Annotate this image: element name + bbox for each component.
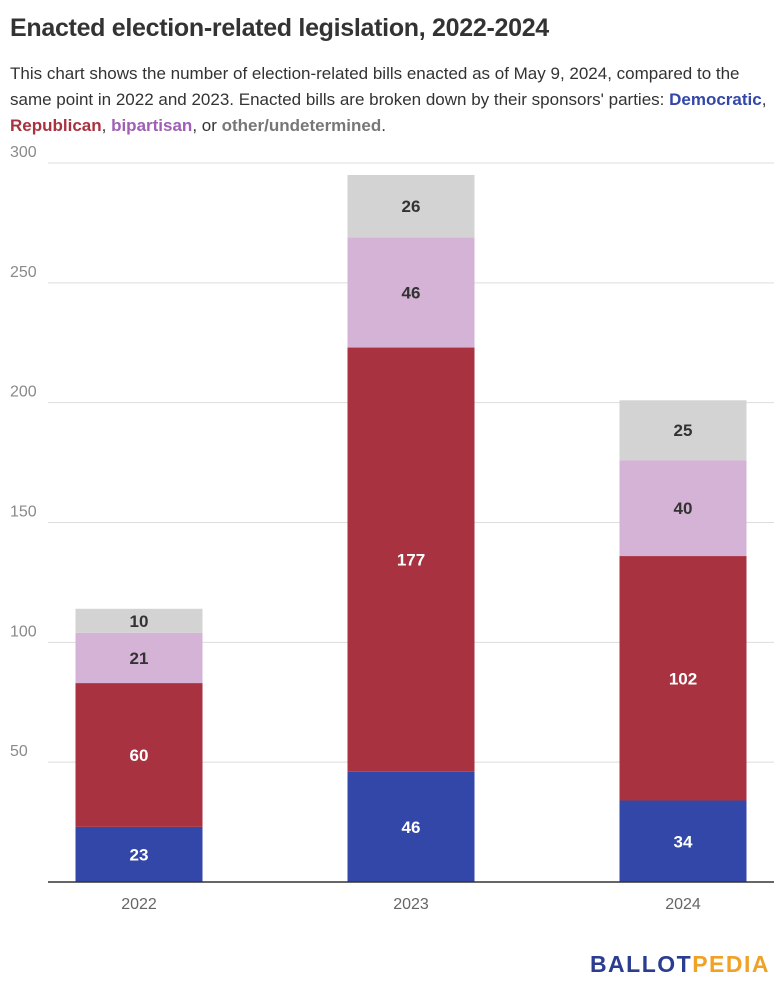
y-tick-label: 200	[10, 384, 37, 401]
subtitle-sep: , or	[192, 116, 222, 135]
data-label: 23	[130, 845, 149, 864]
data-label: 46	[402, 283, 421, 302]
x-tick-label: 2023	[393, 896, 429, 913]
subtitle-sep: ,	[101, 116, 112, 135]
x-tick-label: 2024	[665, 896, 701, 913]
data-label: 40	[674, 499, 693, 518]
data-label: 34	[674, 832, 693, 851]
bar-segment	[619, 556, 747, 801]
y-tick-label: 150	[10, 504, 37, 521]
bar-segment	[75, 826, 203, 882]
logo-part-ballot: BALLOT	[589, 951, 693, 977]
x-tick-label: 2022	[121, 896, 157, 913]
bar-segment	[347, 347, 475, 772]
bar-segment	[75, 632, 203, 684]
data-label: 10	[130, 612, 149, 631]
logo-part-pedia: PEDIA	[692, 951, 770, 977]
data-label: 177	[397, 551, 425, 570]
chart-subtitle: This chart shows the number of election-…	[10, 61, 780, 139]
legend-democratic: Democratic	[669, 90, 762, 109]
data-label: 102	[669, 669, 697, 688]
bar-segment	[619, 460, 747, 557]
bar-segment	[347, 237, 475, 348]
data-label: 60	[130, 746, 149, 765]
legend-republican: Republican	[10, 116, 102, 135]
legend-bipartisan: bipartisan	[111, 116, 193, 135]
y-tick-label: 50	[10, 743, 28, 760]
bar-segment	[75, 608, 203, 633]
data-label: 46	[402, 818, 421, 837]
data-label: 21	[130, 649, 149, 668]
subtitle-text: This chart shows the number of election-…	[10, 64, 740, 109]
bar-segment	[619, 800, 747, 882]
y-tick-label: 300	[10, 145, 37, 161]
bar-segment	[75, 683, 203, 827]
bar-segment	[347, 174, 475, 238]
y-tick-label: 250	[10, 264, 37, 281]
subtitle-sep: ,	[761, 90, 767, 109]
y-tick-label: 100	[10, 623, 37, 640]
chart-title: Enacted election-related legislation, 20…	[10, 14, 549, 42]
data-label: 25	[674, 421, 693, 440]
bar-segment	[347, 771, 475, 882]
bar-segment	[619, 400, 747, 461]
subtitle-end: .	[381, 116, 386, 135]
legend-other: other/undetermined	[221, 116, 382, 135]
ballotpedia-logo: BALLOTPEDIA	[590, 951, 770, 978]
data-label: 26	[402, 197, 421, 216]
stacked-bar-chart: 50 100 150 200 250 300 23 60 21 10 2022 46 177 46 26 20…	[10, 145, 774, 913]
